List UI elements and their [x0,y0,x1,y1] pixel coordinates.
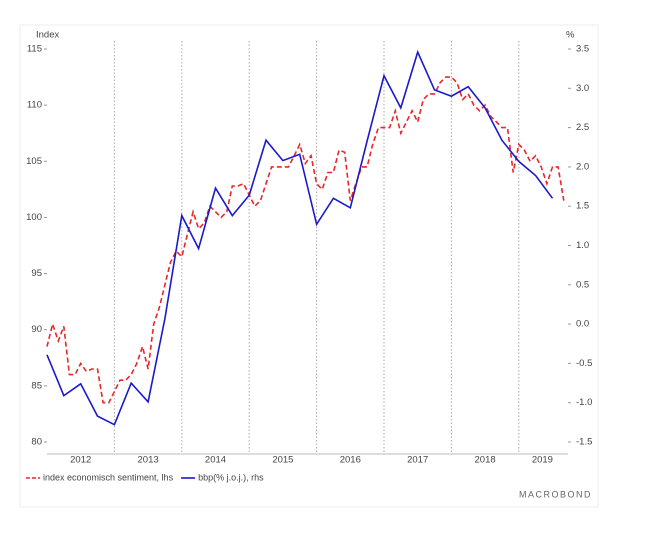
y2-tick-label: -1.0 [576,397,592,408]
chart-frame [19,24,599,508]
y-tick-label: 80 [31,437,42,448]
y2-tick-label: 2.5 [576,122,589,133]
y-tick-label: 85 [31,380,42,391]
y-tick-label: 90 [31,324,42,335]
x-tick-label: 2015 [272,455,293,466]
y-tick-label: 115 [27,44,42,55]
x-tick-label: 2013 [138,455,159,466]
y2-tick-label: 0.5 [576,279,589,290]
y2-tick-label: 3.0 [576,83,589,94]
x-tick-label: 2014 [205,455,226,466]
y2-tick-label: 2.0 [576,161,589,172]
x-tick-label: 2012 [70,455,91,466]
series-line [46,49,554,426]
y-axis-title: Index [36,30,59,41]
y2-tick-label: 1.0 [576,240,589,251]
y-tick-label: 95 [31,268,42,279]
x-tick-label: 2018 [475,455,496,466]
y-tick-label: 100 [26,212,42,223]
x-tick-label: 2017 [407,455,428,466]
y-tick-label: 110 [27,100,42,111]
y-tick-label: 105 [26,156,42,167]
y2-tick-label: -1.5 [576,437,592,448]
y2-tick-label: 0.0 [576,319,589,330]
legend-label: bbp(% j.o.j.), rhs [198,472,264,482]
x-tick-label: 2019 [532,455,553,466]
y2-tick-label: 1.5 [576,201,589,212]
y2-tick-label: -0.5 [576,358,592,369]
y2-tick-label: 3.5 [576,44,589,55]
brand: MACROBOND [519,489,592,499]
series-line [46,76,565,404]
legend-label: index economisch sentiment, lhs [43,472,174,482]
x-tick-label: 2016 [340,455,361,466]
y2-axis-title: % [566,30,575,41]
